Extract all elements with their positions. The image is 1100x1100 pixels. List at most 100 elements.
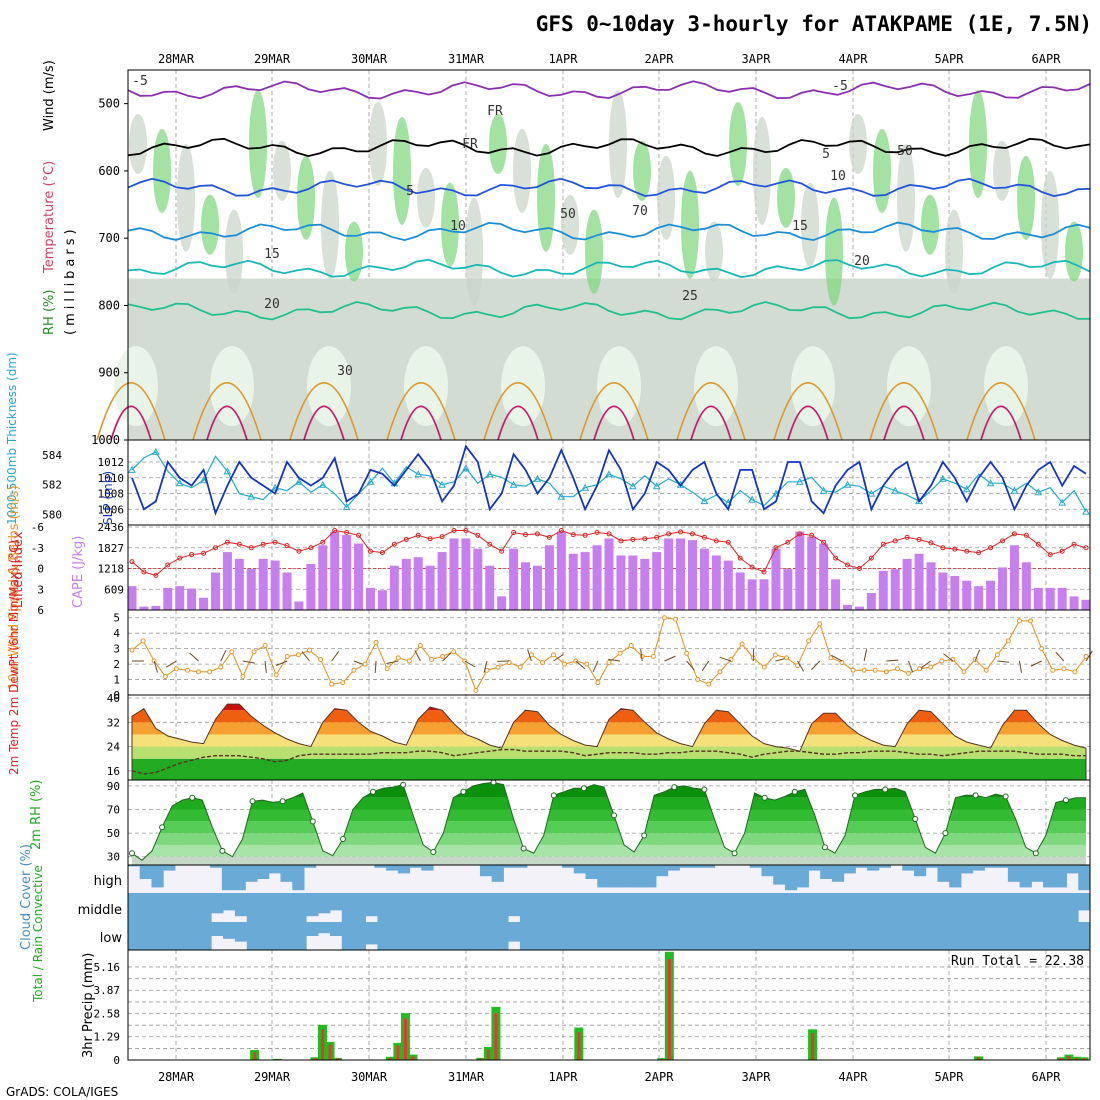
lifted-index-point xyxy=(1011,531,1017,537)
cloud-cell xyxy=(268,865,282,874)
cape-bar xyxy=(747,579,757,610)
rh-blob xyxy=(321,170,339,279)
cloud-cell xyxy=(436,922,450,950)
cloud-cell xyxy=(409,865,422,868)
wind-barb xyxy=(153,660,158,673)
cloud-cell xyxy=(365,922,378,945)
cloud-cell xyxy=(270,922,283,950)
series-line xyxy=(131,451,1087,512)
cloud-cell xyxy=(374,865,387,868)
wind-speed-point xyxy=(673,616,679,622)
cape-bar xyxy=(437,552,447,610)
lifted-index-point xyxy=(427,536,433,542)
precip-convective-bar xyxy=(660,1058,664,1060)
cloud-cell xyxy=(899,893,913,922)
cloud-cell xyxy=(258,893,272,922)
contour-label: -5 xyxy=(132,74,148,89)
slp-tick: 1008 xyxy=(98,488,125,501)
rh-band xyxy=(132,833,1086,845)
cloud-cell xyxy=(864,922,877,950)
cloud-cell xyxy=(543,922,557,950)
cloud-cell xyxy=(603,922,616,950)
cloud-cell xyxy=(769,893,782,922)
precip-convective-bar xyxy=(667,959,671,1060)
cape-bar xyxy=(354,543,364,610)
wind-barb xyxy=(943,653,954,662)
wind-speed-point xyxy=(229,649,235,655)
wind-barb xyxy=(464,660,476,668)
wind-barb xyxy=(608,658,621,662)
cape-bar xyxy=(819,543,829,610)
rh-point xyxy=(460,788,467,795)
cape-bar xyxy=(854,606,864,610)
cloud-cell xyxy=(1066,893,1079,922)
cloud-cell xyxy=(597,865,610,888)
cloud-row-label: high xyxy=(94,874,122,889)
cape-bar xyxy=(485,565,495,610)
wind-speed-point xyxy=(140,638,146,644)
contour-label: 25 xyxy=(682,289,698,304)
precip-convective-bar xyxy=(976,1057,980,1060)
cape-bar xyxy=(878,570,888,610)
wind-speed-point xyxy=(395,655,401,661)
cloud-cell xyxy=(781,922,794,950)
rh-blob xyxy=(873,128,891,213)
date-label-bottom: 5APR xyxy=(935,1070,965,1084)
cloud-cell xyxy=(804,922,818,950)
upper-axis-label: RH (%) xyxy=(42,290,57,335)
cloud-cell xyxy=(479,865,493,877)
lifted-index-point xyxy=(725,539,731,545)
cape-bar xyxy=(735,572,745,610)
cloud-cell xyxy=(234,893,248,917)
cloud-cell xyxy=(210,865,223,868)
cloud-cell xyxy=(686,893,699,922)
contour-label: 20 xyxy=(854,254,870,269)
wind-barb xyxy=(1085,650,1093,662)
cloud-cell xyxy=(128,865,141,867)
cloud-cell xyxy=(911,922,925,950)
cloud-cell xyxy=(519,922,533,950)
rh-point xyxy=(731,850,738,857)
cloud-cell xyxy=(413,922,426,950)
cape-bar xyxy=(521,562,531,610)
precip-convective-bar xyxy=(320,1029,324,1060)
cloud-cell xyxy=(341,922,355,950)
precip-tick: 0 xyxy=(113,1054,120,1067)
cloud-cell xyxy=(1042,922,1055,950)
cloud-cell xyxy=(996,865,1009,868)
cloud-cell xyxy=(448,893,462,922)
lifted-index-point xyxy=(940,545,946,551)
rh-point xyxy=(912,815,919,822)
rh-blob xyxy=(729,102,747,186)
temperature-contour-25 xyxy=(579,382,649,441)
cape-bar xyxy=(604,538,614,610)
thickness-point xyxy=(1034,488,1043,496)
wind-speed-point xyxy=(207,669,213,675)
cloud-cell xyxy=(1042,893,1055,922)
thickness-point xyxy=(629,482,637,490)
precip-convective-bar xyxy=(1059,1058,1063,1060)
wind-barb xyxy=(640,649,643,662)
wind-barb xyxy=(592,660,599,673)
cloud-cell xyxy=(1030,893,1043,922)
lifted-index-point xyxy=(248,545,254,551)
cloud-cell xyxy=(329,893,343,911)
cape-bar xyxy=(246,569,256,610)
lifted-index-tick: 0 xyxy=(37,563,44,576)
thickness-point xyxy=(939,474,947,482)
cloud-cell xyxy=(233,865,246,891)
cape-bar xyxy=(950,575,960,610)
lifted-index-point xyxy=(308,545,314,551)
rh-blob xyxy=(657,155,675,240)
contour-label: 50 xyxy=(560,207,576,222)
cape-bar xyxy=(676,538,686,610)
cape-bar xyxy=(568,553,578,610)
temperature-contour-25 xyxy=(773,382,843,441)
cloud-cell xyxy=(472,922,485,950)
cloud-cell xyxy=(591,893,604,922)
cloud-cell xyxy=(555,893,568,922)
lifted-index-point xyxy=(546,534,552,540)
cloud-cell xyxy=(484,922,497,950)
rh-point xyxy=(671,784,678,791)
cloud-cell xyxy=(721,893,735,922)
